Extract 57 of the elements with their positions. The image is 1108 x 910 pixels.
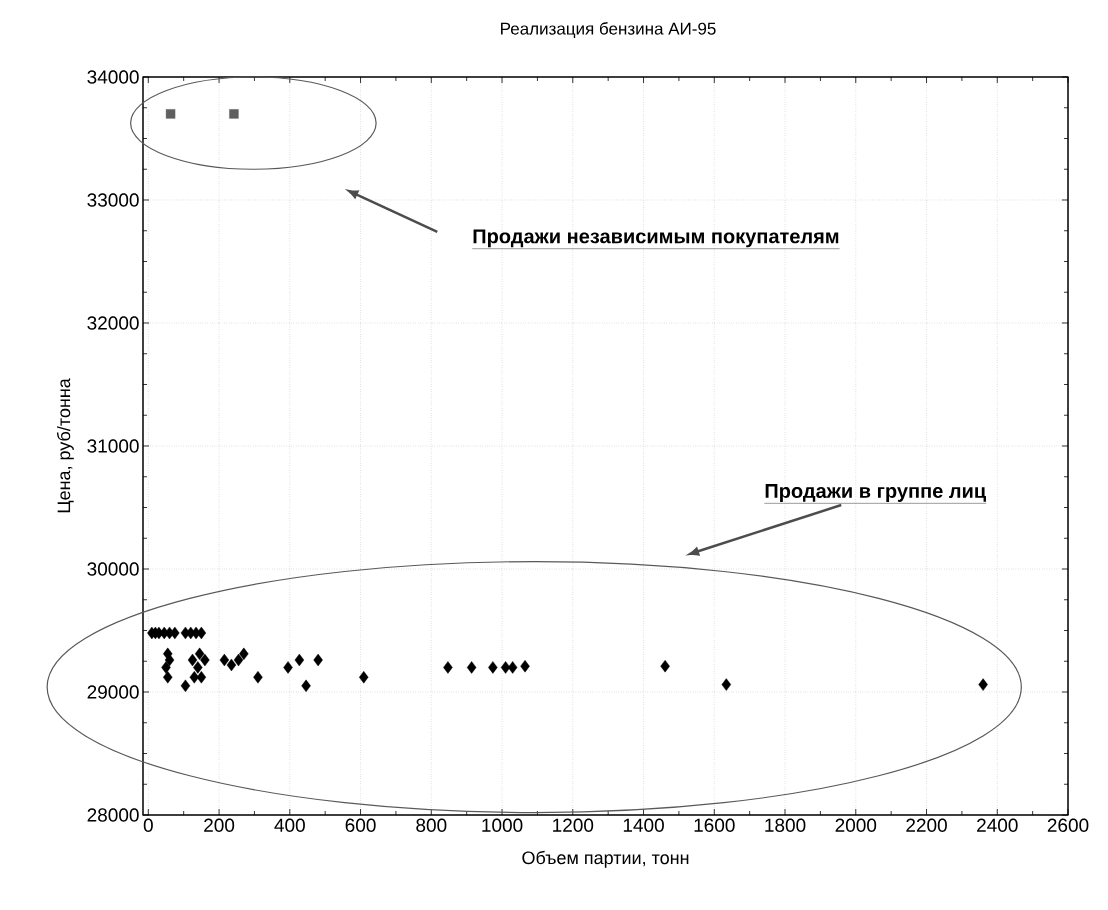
point [163, 671, 173, 684]
y-tick-label: 28000 [87, 808, 139, 822]
point [721, 678, 731, 691]
y-tick-label: 32000 [87, 316, 139, 330]
y-tick-label: 33000 [87, 193, 139, 207]
y-tick-label: 29000 [87, 685, 139, 699]
annotation: Продажи независимым покупателям [473, 229, 839, 248]
point [253, 671, 263, 684]
point [466, 661, 477, 674]
x-tick-label: 0 [143, 818, 153, 832]
x-tick-label: 2600 [1047, 818, 1089, 832]
point [978, 678, 988, 691]
point [226, 658, 237, 672]
point [301, 679, 311, 693]
x-tick-label: 1000 [482, 818, 523, 832]
point [193, 661, 203, 674]
point [239, 647, 249, 661]
point [443, 661, 453, 674]
point [165, 109, 176, 119]
point [194, 647, 205, 661]
point [200, 653, 210, 667]
x-tick-label: 1600 [694, 818, 735, 832]
y-tick-label: 31000 [87, 439, 139, 453]
x-tick-label: 2200 [906, 818, 947, 832]
point [313, 653, 323, 667]
x-tick-label: 1400 [623, 818, 664, 832]
point [283, 661, 293, 674]
point [294, 653, 305, 667]
point [359, 671, 369, 684]
point [520, 659, 530, 673]
point [233, 653, 244, 667]
point [180, 679, 191, 693]
x-tick-label: 1200 [553, 818, 594, 832]
annotation: Продажи в группе лиц [765, 484, 986, 502]
x-tick-label: 200 [204, 818, 235, 832]
x-tick-label: 600 [345, 818, 376, 832]
point [219, 653, 230, 667]
point [164, 653, 175, 667]
point [187, 653, 198, 667]
point [196, 671, 207, 684]
chart-title: Реализация бензина АИ-95 [501, 22, 716, 38]
point [196, 626, 207, 640]
x-axis-title: Объем партии, тонн [522, 850, 689, 868]
y-axis-title: Цена, руб/тонна [56, 378, 74, 513]
point [170, 626, 180, 640]
x-tick-label: 2000 [835, 818, 877, 832]
y-tick-label: 30000 [87, 562, 139, 576]
point [229, 109, 239, 119]
y-tick-label: 34000 [87, 70, 139, 84]
x-tick-label: 800 [416, 818, 447, 832]
point [488, 661, 498, 674]
point [660, 659, 670, 673]
x-tick-label: 2400 [977, 818, 1018, 832]
x-tick-label: 1800 [765, 818, 806, 832]
x-tick-label: 400 [274, 818, 305, 832]
point [500, 661, 511, 674]
point [161, 661, 171, 674]
